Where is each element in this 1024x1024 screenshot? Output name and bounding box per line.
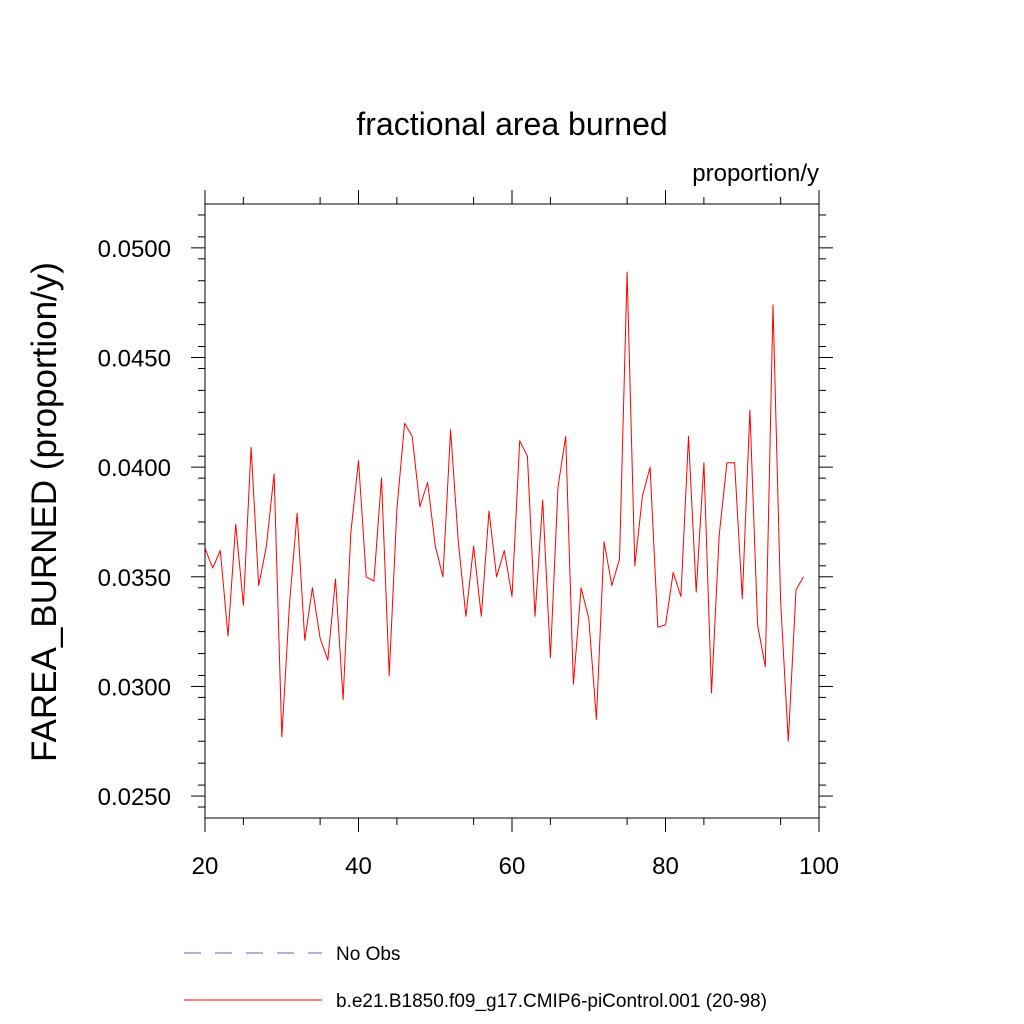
plot-frame: [204, 203, 820, 819]
x-tick-label-4: 100: [799, 853, 839, 880]
units-label: proportion/y: [692, 160, 819, 187]
tick-layer: [191, 190, 833, 832]
y-tick-label-1: 0.0300: [98, 674, 171, 701]
series-line-0: [204, 271, 805, 742]
legend: No Obs b.e21.B1850.f09_g17.CMIP6-piContr…: [184, 944, 767, 1012]
x-tick-label-2: 60: [499, 853, 526, 880]
y-tick-label-0: 0.0250: [98, 784, 171, 811]
tick-label-layer: 20 40 60 80 100 0.0250 0.0300 0.0350 0.0400 0.045…: [98, 236, 839, 880]
y-axis-label: FAREA_BURNED (proportion/y): [25, 262, 64, 762]
legend-label-no-obs: No Obs: [336, 944, 400, 965]
series-layer: [204, 271, 805, 742]
x-tick-label-1: 40: [345, 853, 372, 880]
chart-title: fractional area burned: [356, 106, 667, 142]
x-tick-label-0: 20: [192, 853, 219, 880]
y-tick-label-4: 0.0450: [98, 346, 171, 373]
y-tick-label-2: 0.0350: [98, 565, 171, 592]
y-tick-label-3: 0.0400: [98, 455, 171, 482]
y-tick-label-5: 0.0500: [98, 236, 171, 263]
x-tick-label-3: 80: [652, 853, 679, 880]
legend-label-model: b.e21.B1850.f09_g17.CMIP6-piControl.001 …: [336, 991, 767, 1012]
